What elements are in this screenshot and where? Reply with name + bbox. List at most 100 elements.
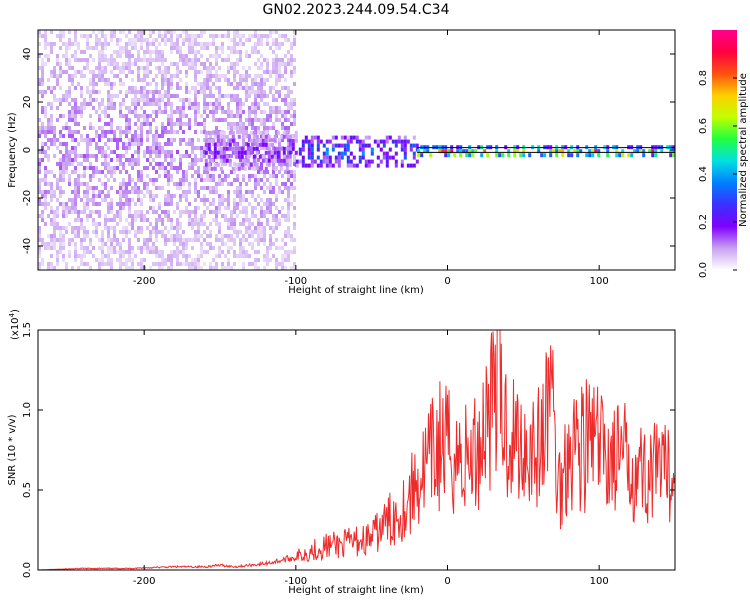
- heatmap-cell: [215, 118, 218, 122]
- heatmap-cell: [155, 58, 158, 62]
- heatmap-cell: [340, 143, 344, 148]
- heatmap-cell: [567, 149, 571, 154]
- heatmap-cell: [206, 74, 209, 78]
- heatmap-cell: [337, 155, 341, 160]
- heatmap-cell: [128, 54, 131, 58]
- heatmap-cell: [456, 149, 460, 154]
- heatmap-cell: [278, 142, 281, 146]
- heatmap-cell: [239, 194, 242, 198]
- heatmap-cell: [216, 138, 220, 143]
- heatmap-cell: [252, 166, 256, 171]
- heatmap-cell: [128, 86, 131, 90]
- heatmap-cell: [382, 151, 386, 156]
- heatmap-cell: [194, 170, 197, 174]
- heatmap-cell: [370, 147, 374, 152]
- heatmap-cell: [137, 50, 140, 54]
- heatmap-cell: [304, 135, 308, 140]
- heatmap-cell: [287, 190, 290, 194]
- heatmap-cell: [59, 114, 62, 118]
- heatmap-cell: [170, 126, 173, 130]
- heatmap-cell: [116, 190, 119, 194]
- heatmap-cell: [143, 78, 146, 82]
- heatmap-cell: [161, 266, 164, 270]
- heatmap-cell: [307, 155, 311, 160]
- heatmap-cell: [258, 154, 262, 159]
- heatmap-cell: [200, 62, 203, 66]
- heatmap-cell: [349, 135, 353, 140]
- heatmap-cell: [188, 254, 191, 258]
- heatmap-cell: [98, 54, 101, 58]
- heatmap-cell: [71, 74, 74, 78]
- heatmap-cell: [215, 214, 218, 218]
- heatmap-cell: [293, 198, 296, 202]
- heatmap-cell: [152, 210, 155, 214]
- heatmap-cell: [200, 54, 203, 58]
- heatmap-cell: [101, 198, 104, 202]
- heatmap-cell: [272, 70, 275, 74]
- heatmap-cell: [206, 66, 209, 70]
- heatmap-cell: [642, 153, 646, 158]
- heatmap-cell: [59, 130, 62, 134]
- heatmap-cell: [219, 130, 223, 135]
- heatmap-cell: [257, 238, 260, 242]
- heatmap-cell: [204, 166, 208, 171]
- heatmap-cell: [540, 153, 544, 158]
- heatmap-cell: [119, 30, 122, 34]
- heatmap-cell: [50, 198, 53, 202]
- heatmap-cell: [188, 162, 191, 166]
- heatmap-cell: [134, 38, 137, 42]
- heatmap-cell: [236, 42, 239, 46]
- heatmap-cell: [194, 34, 197, 38]
- heatmap-cell: [185, 58, 188, 62]
- heatmap-cell: [209, 90, 212, 94]
- heatmap-cell: [128, 106, 131, 110]
- heatmap-cell: [282, 150, 286, 155]
- heatmap-cell: [218, 238, 221, 242]
- heatmap-cell: [44, 42, 47, 46]
- heatmap-cell: [358, 159, 362, 164]
- heatmap-cell: [146, 102, 149, 106]
- heatmap-cell: [161, 146, 164, 150]
- heatmap-cell: [92, 58, 95, 62]
- heatmap-cell: [86, 218, 89, 222]
- heatmap-cell: [164, 202, 167, 206]
- heatmap-cell: [101, 42, 104, 46]
- heatmap-cell: [293, 178, 296, 182]
- heatmap-cell: [266, 78, 269, 82]
- heatmap-cell: [161, 58, 164, 62]
- heatmap-cell: [260, 122, 263, 126]
- heatmap-cell: [507, 149, 511, 154]
- heatmap-cell: [242, 138, 245, 142]
- heatmap-cell: [50, 246, 53, 250]
- heatmap-cell: [279, 146, 283, 151]
- heatmap-cell: [92, 166, 95, 170]
- heatmap-cell: [284, 62, 287, 66]
- heatmap-cell: [71, 158, 74, 162]
- heatmap-cell: [98, 58, 101, 62]
- heatmap-cell: [221, 238, 224, 242]
- heatmap-cell: [155, 246, 158, 250]
- heatmap-cell: [206, 174, 209, 178]
- heatmap-cell: [41, 106, 44, 110]
- heatmap-cell: [266, 42, 269, 46]
- heatmap-cell: [242, 266, 245, 270]
- heatmap-cell: [137, 58, 140, 62]
- spectrogram-x-tick-label: 100: [590, 276, 609, 287]
- heatmap-cell: [143, 102, 146, 106]
- heatmap-cell: [194, 198, 197, 202]
- heatmap-cell: [293, 118, 296, 122]
- heatmap-cell: [122, 50, 125, 54]
- heatmap-cell: [74, 114, 77, 118]
- heatmap-cell: [77, 178, 80, 182]
- heatmap-cell: [161, 98, 164, 102]
- heatmap-cell: [285, 130, 289, 135]
- heatmap-cell: [555, 149, 559, 154]
- heatmap-cell: [275, 198, 278, 202]
- heatmap-cell: [203, 110, 206, 114]
- heatmap-cell: [128, 142, 131, 146]
- heatmap-cell: [284, 242, 287, 246]
- heatmap-cell: [275, 106, 278, 110]
- heatmap-cell: [71, 202, 74, 206]
- heatmap-cell: [325, 155, 329, 160]
- heatmap-cell: [269, 34, 272, 38]
